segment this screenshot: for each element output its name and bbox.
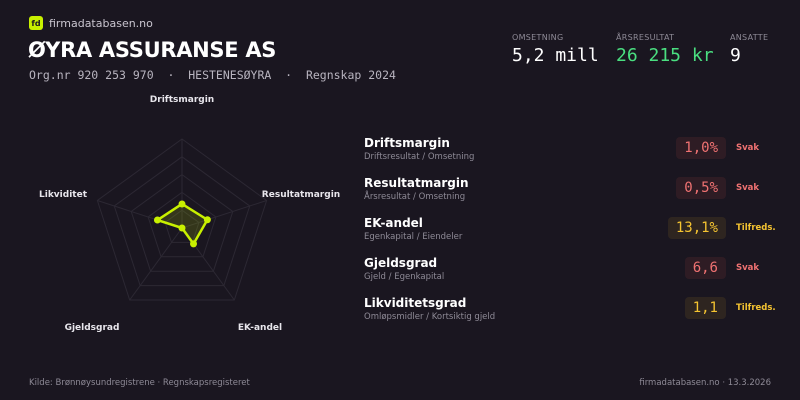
radar-grid-ring: [113, 156, 251, 287]
kpi-ansatte: ANSATTE 9: [730, 33, 768, 66]
radar-grid-ring: [96, 138, 268, 301]
radar-axis-label: Gjeldsgrad: [65, 323, 120, 333]
ratio-status: Svak: [736, 183, 760, 193]
kpi-value: 26 215 kr: [616, 45, 714, 66]
radar-grid-ring: [147, 191, 217, 258]
logo-icon: fd: [29, 16, 43, 30]
ratio-value-badge: 0,5%: [676, 177, 726, 199]
kpi-label: ANSATTE: [730, 33, 769, 42]
ratio-value-badge: 1,1: [684, 297, 726, 319]
ratio-status: Svak: [736, 143, 760, 153]
ratio-formula: Driftsresultat / Omsetning: [364, 152, 475, 162]
radar-point: [153, 216, 161, 224]
ratio-row: Gjeldsgrad Gjeld / Egenkapital 6,6 Svak: [364, 256, 784, 296]
radar-axis-line: [129, 227, 183, 301]
radar-point: [203, 216, 211, 224]
ratio-value-badge: 13,1%: [667, 217, 726, 239]
kpi-value: 9: [730, 45, 741, 66]
radar-axis-label: Driftsmargin: [150, 95, 214, 105]
kpi-label: OMSETNING: [512, 33, 564, 42]
ratio-row: EK-andel Egenkapital / Eiendeler 13,1% T…: [364, 216, 784, 256]
radar-grid-ring: [164, 209, 200, 243]
ratio-formula: Omløpsmidler / Kortsiktig gjeld: [364, 312, 496, 322]
ratio-value-badge: 6,6: [684, 257, 726, 279]
ratio-row: Driftsmargin Driftsresultat / Omsetning …: [364, 136, 784, 176]
kpi-value: 5,2 mill: [512, 45, 599, 66]
radar-point: [178, 200, 186, 208]
footer-source: Kilde: Brønnøysundregistrene · Regnskaps…: [29, 378, 250, 388]
site-name: firmadatabasen.no: [49, 16, 153, 30]
ratio-formula: Årsresultat / Omsetning: [364, 192, 466, 202]
radar-point: [178, 224, 186, 232]
radar-series-area: [156, 202, 209, 246]
radar-grid-ring: [130, 173, 234, 272]
radar-chart: Driftsmargin Resultatmargin EK-andel Gjelds…: [39, 95, 340, 333]
radar-axis-label: EK-andel: [238, 323, 282, 333]
ratio-name: Likviditetsgrad: [364, 296, 467, 310]
company-subtitle: Org.nr 920 253 970 · HESTENESØYRA · Regn…: [29, 68, 396, 82]
ratio-row: Resultatmargin Årsresultat / Omsetning 0…: [364, 176, 784, 216]
ratio-name: Driftsmargin: [364, 136, 450, 150]
ratio-formula: Egenkapital / Eiendeler: [364, 232, 463, 242]
ratio-name: EK-andel: [364, 216, 423, 230]
radar-axis-label: Resultatmargin: [262, 190, 340, 200]
kpi-label: ÅRSRESULTAT: [616, 33, 675, 42]
ratio-row: Likviditetsgrad Omløpsmidler / Kortsikti…: [364, 296, 784, 336]
ratio-list: Driftsmargin Driftsresultat / Omsetning …: [364, 136, 784, 336]
kpi-omsetning: OMSETNING 5,2 mill: [512, 33, 599, 66]
ratio-formula: Gjeld / Egenkapital: [364, 272, 445, 282]
footer-right: firmadatabasen.no · 13.3.2026: [639, 378, 771, 388]
ratio-status: Svak: [736, 263, 760, 273]
company-name: ØYRA ASSURANSE AS: [28, 38, 277, 62]
kpi-arsresultat: ÅRSRESULTAT 26 215 kr: [616, 33, 714, 66]
ratio-name: Gjeldsgrad: [364, 256, 438, 270]
brand[interactable]: fd firmadatabasen.no: [29, 16, 153, 30]
ratio-name: Resultatmargin: [364, 176, 469, 190]
ratio-value-badge: 1,0%: [676, 137, 726, 159]
ratio-status: Tilfreds.: [736, 223, 776, 233]
radar-axis-label: Likviditet: [39, 190, 88, 200]
radar-point: [190, 240, 198, 248]
ratio-status: Tilfreds.: [736, 303, 776, 313]
radar-axis-line: [181, 200, 267, 229]
